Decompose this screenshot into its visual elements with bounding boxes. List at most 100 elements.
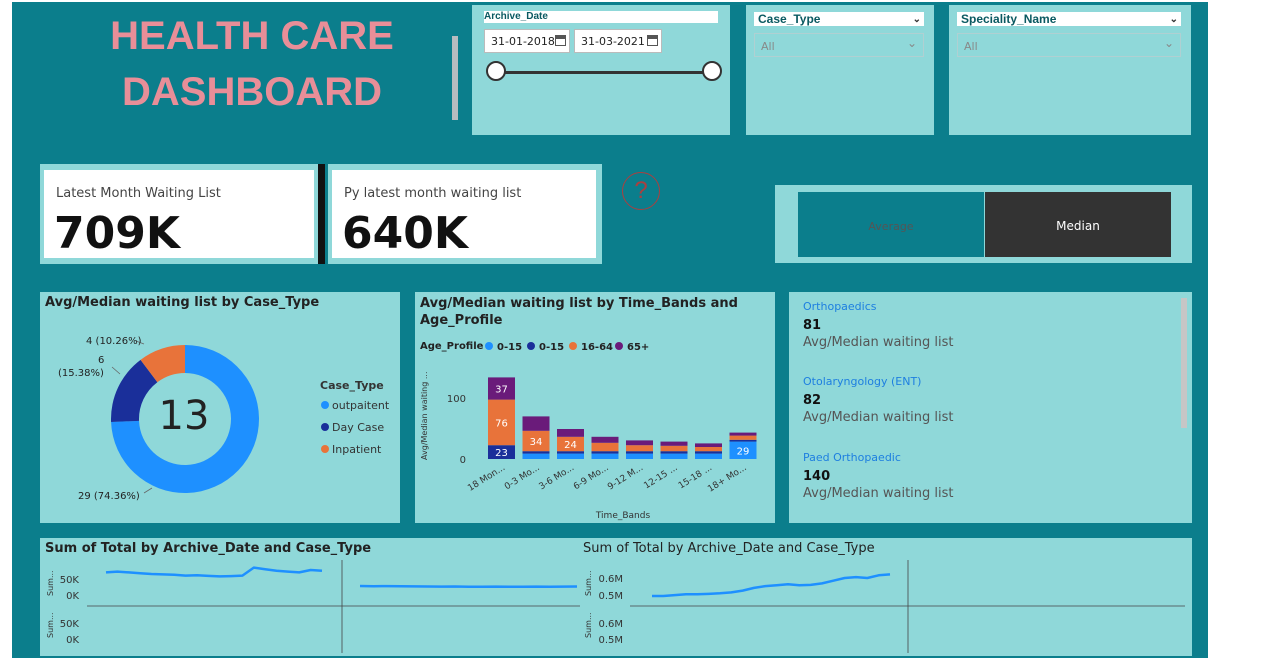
line1-tick: 50K [60, 575, 80, 586]
line1-tick: 0K [66, 635, 79, 646]
donut-legend-title: Case_Type [320, 379, 384, 392]
bar-data-label: 37 [495, 385, 508, 396]
donut-slice-outpaitent [111, 345, 259, 493]
speciality-value: All [964, 40, 978, 53]
line2-tick: 0.5M [598, 635, 623, 646]
average-button[interactable]: Average [798, 192, 984, 257]
line1-tick: 50K [60, 619, 80, 630]
line2-axis-label: Sum... [584, 612, 593, 638]
title-line-2: DASHBOARD [122, 70, 382, 114]
legend-label: 0-15 [497, 342, 522, 353]
speciality-card-2: Otolaryngology (ENT) 82 Avg/Median waiti… [803, 375, 954, 425]
bar-segment [729, 441, 757, 459]
start-date-value: 31-01-2018 [491, 35, 555, 48]
help-glyph: ? [634, 177, 648, 204]
date-range-handle-start[interactable] [486, 61, 506, 81]
bar-data-label: 23 [495, 448, 508, 459]
dashboard-canvas: HEALTH CARE DASHBOARD Archive_Date 31-01… [12, 2, 1208, 658]
bar-segment [591, 442, 619, 452]
bar-segment [522, 416, 550, 431]
bar-chart-card: Avg/Median waiting list by Time_Bands an… [415, 292, 775, 523]
bar-segment [557, 429, 584, 437]
line1-axis-label: Sum... [46, 570, 55, 596]
speciality-card-1: Orthopaedics 81 Avg/Median waiting list [803, 300, 954, 350]
bar-segment [729, 432, 757, 436]
date-range-track[interactable] [497, 71, 712, 74]
bar-segment [557, 436, 584, 452]
kpi-2-card: Py latest month waiting list 640K [328, 164, 602, 264]
bar-chart-title-line1: Avg/Median waiting list by Time_Bands an… [420, 296, 738, 311]
speciality-value: 81 [803, 318, 822, 333]
bar-x-tick-label: 12-15 ... [642, 463, 679, 491]
speciality-dropdown[interactable]: All ⌄ [957, 33, 1181, 57]
speciality-name: Orthopaedics [803, 300, 877, 313]
bar-segment [660, 451, 688, 454]
line-series [359, 584, 578, 589]
bar-x-tick-label: 3-6 Mo... [537, 463, 576, 492]
chevron-down-icon: ⌄ [912, 14, 921, 25]
bar-segment [626, 451, 653, 454]
case-type-label[interactable]: Case_Type ⌄ [754, 12, 924, 26]
donut-center-value: 13 [159, 393, 210, 439]
speciality-slicer: Speciality_Name ⌄ All ⌄ [949, 5, 1191, 135]
date-slicer-label: Archive_Date [484, 11, 718, 23]
bar-y-tick-0: 0 [460, 455, 466, 466]
case-type-label-text: Case_Type [758, 12, 821, 26]
legend-swatch [321, 445, 329, 453]
bar-segment [522, 430, 550, 452]
bar-chart-title: Avg/Median waiting list by Time_Bands an… [420, 295, 738, 329]
bar-legend-title: Age_Profile [420, 341, 484, 352]
line2-tick: 0.5M [598, 591, 623, 602]
bar-segment [488, 399, 515, 446]
bar-data-label: 29 [737, 446, 750, 457]
median-button-label: Median [1056, 219, 1100, 233]
donut-slice-day-case [111, 359, 158, 422]
line-charts: Sum... Sum... 50K 0K 50K 0K Sum... Sum..… [46, 560, 1185, 653]
line2-axis-label: Sum... [584, 570, 593, 596]
line-series [652, 573, 891, 598]
title-divider [452, 36, 458, 120]
chevron-down-icon: ⌄ [1163, 36, 1174, 50]
calendar-icon [555, 35, 566, 46]
bar-segment [591, 451, 619, 454]
kpi-divider [318, 164, 325, 264]
speciality-caption: Avg/Median waiting list [803, 335, 954, 350]
date-slicer: Archive_Date 31-01-2018 31-03-2021 [472, 5, 730, 135]
legend-swatch [527, 342, 535, 350]
bar-segment [488, 377, 515, 400]
legend-label: 16-64 [581, 342, 613, 353]
bar-y-axis-label: Avg/Median waiting ... [420, 372, 429, 461]
median-button[interactable]: Median [985, 192, 1171, 257]
bar-segment [626, 440, 653, 446]
bar-x-tick-label: 6-9 Mo... [572, 463, 611, 492]
case-type-value: All [761, 40, 775, 53]
start-date-input[interactable]: 31-01-2018 [484, 29, 570, 53]
donut-label-inpatient: 4 (10.26%) [86, 336, 142, 347]
bar-chart: Age_Profile 0-15 0-15 16-64 65+ Avg/Median … [420, 341, 757, 521]
line-chart-2-title: Sum of Total by Archive_Date and Case_Ty… [583, 541, 875, 556]
donut-slice-inpatient [140, 345, 185, 383]
bar-segment [729, 435, 757, 440]
date-range-handle-end[interactable] [702, 61, 722, 81]
end-date-value: 31-03-2021 [581, 35, 645, 48]
legend-label: Inpatient [332, 443, 382, 456]
list-scrollbar[interactable] [1181, 298, 1187, 428]
speciality-name: Otolaryngology (ENT) [803, 375, 922, 388]
speciality-caption: Avg/Median waiting list [803, 486, 954, 501]
calendar-icon [647, 35, 658, 46]
donut-leader-line [111, 366, 121, 375]
help-icon[interactable]: ? [622, 172, 660, 210]
speciality-label[interactable]: Speciality_Name ⌄ [957, 12, 1181, 26]
legend-swatch [615, 342, 623, 350]
bar-segment [660, 453, 688, 459]
speciality-caption: Avg/Median waiting list [803, 410, 954, 425]
speciality-value: 82 [803, 393, 822, 408]
bar-data-label: 24 [564, 440, 577, 451]
chevron-down-icon: ⌄ [1169, 14, 1178, 25]
kpi-2-inner: Py latest month waiting list 640K [332, 170, 596, 259]
end-date-input[interactable]: 31-03-2021 [574, 29, 662, 53]
case-type-dropdown[interactable]: All ⌄ [754, 33, 924, 57]
legend-label: 65+ [627, 342, 649, 353]
bar-x-tick-label: 18 Mon... [466, 463, 507, 494]
bar-segment [695, 443, 722, 447]
